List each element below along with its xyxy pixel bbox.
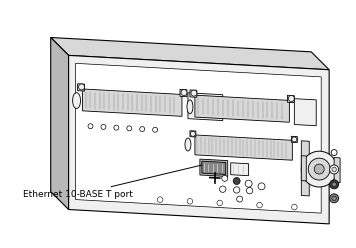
Circle shape <box>237 196 243 202</box>
Circle shape <box>220 186 226 192</box>
Ellipse shape <box>185 138 191 151</box>
Polygon shape <box>195 95 289 122</box>
Circle shape <box>288 95 294 101</box>
Circle shape <box>140 126 145 131</box>
Polygon shape <box>75 63 321 213</box>
Circle shape <box>332 196 336 201</box>
Circle shape <box>217 200 222 206</box>
Circle shape <box>332 182 336 187</box>
Polygon shape <box>190 131 196 137</box>
Circle shape <box>191 90 197 96</box>
Circle shape <box>101 124 106 129</box>
Polygon shape <box>291 136 297 143</box>
Circle shape <box>190 131 195 136</box>
Circle shape <box>330 180 339 189</box>
Polygon shape <box>83 89 182 116</box>
Circle shape <box>292 204 297 210</box>
Circle shape <box>257 202 262 208</box>
Polygon shape <box>200 159 228 177</box>
Polygon shape <box>334 157 340 183</box>
Polygon shape <box>180 89 187 97</box>
Polygon shape <box>301 156 306 181</box>
Polygon shape <box>202 161 226 174</box>
Ellipse shape <box>187 100 193 114</box>
Circle shape <box>234 187 240 193</box>
Circle shape <box>233 178 240 185</box>
Circle shape <box>258 183 265 190</box>
Circle shape <box>292 137 297 142</box>
Circle shape <box>187 198 193 204</box>
Circle shape <box>114 125 119 130</box>
Circle shape <box>308 158 330 180</box>
Polygon shape <box>301 141 309 196</box>
Circle shape <box>330 194 339 203</box>
Polygon shape <box>231 163 248 176</box>
Circle shape <box>79 84 84 90</box>
Circle shape <box>153 127 158 132</box>
Circle shape <box>301 151 337 187</box>
Circle shape <box>332 167 336 172</box>
Polygon shape <box>51 37 329 70</box>
Circle shape <box>331 150 337 155</box>
Polygon shape <box>294 99 316 126</box>
Text: Ethernet 10-BASE T port: Ethernet 10-BASE T port <box>23 165 202 199</box>
Circle shape <box>88 124 93 129</box>
Polygon shape <box>69 55 329 224</box>
Circle shape <box>127 126 132 131</box>
Polygon shape <box>78 84 84 91</box>
Polygon shape <box>195 135 292 160</box>
Circle shape <box>157 197 163 202</box>
Circle shape <box>222 175 228 181</box>
Circle shape <box>246 187 253 194</box>
Circle shape <box>245 180 252 187</box>
Circle shape <box>314 164 324 174</box>
Circle shape <box>181 90 187 95</box>
Polygon shape <box>51 37 69 210</box>
Polygon shape <box>190 90 197 97</box>
Polygon shape <box>188 93 223 121</box>
Ellipse shape <box>73 93 80 109</box>
Circle shape <box>330 165 339 174</box>
Polygon shape <box>287 95 294 103</box>
